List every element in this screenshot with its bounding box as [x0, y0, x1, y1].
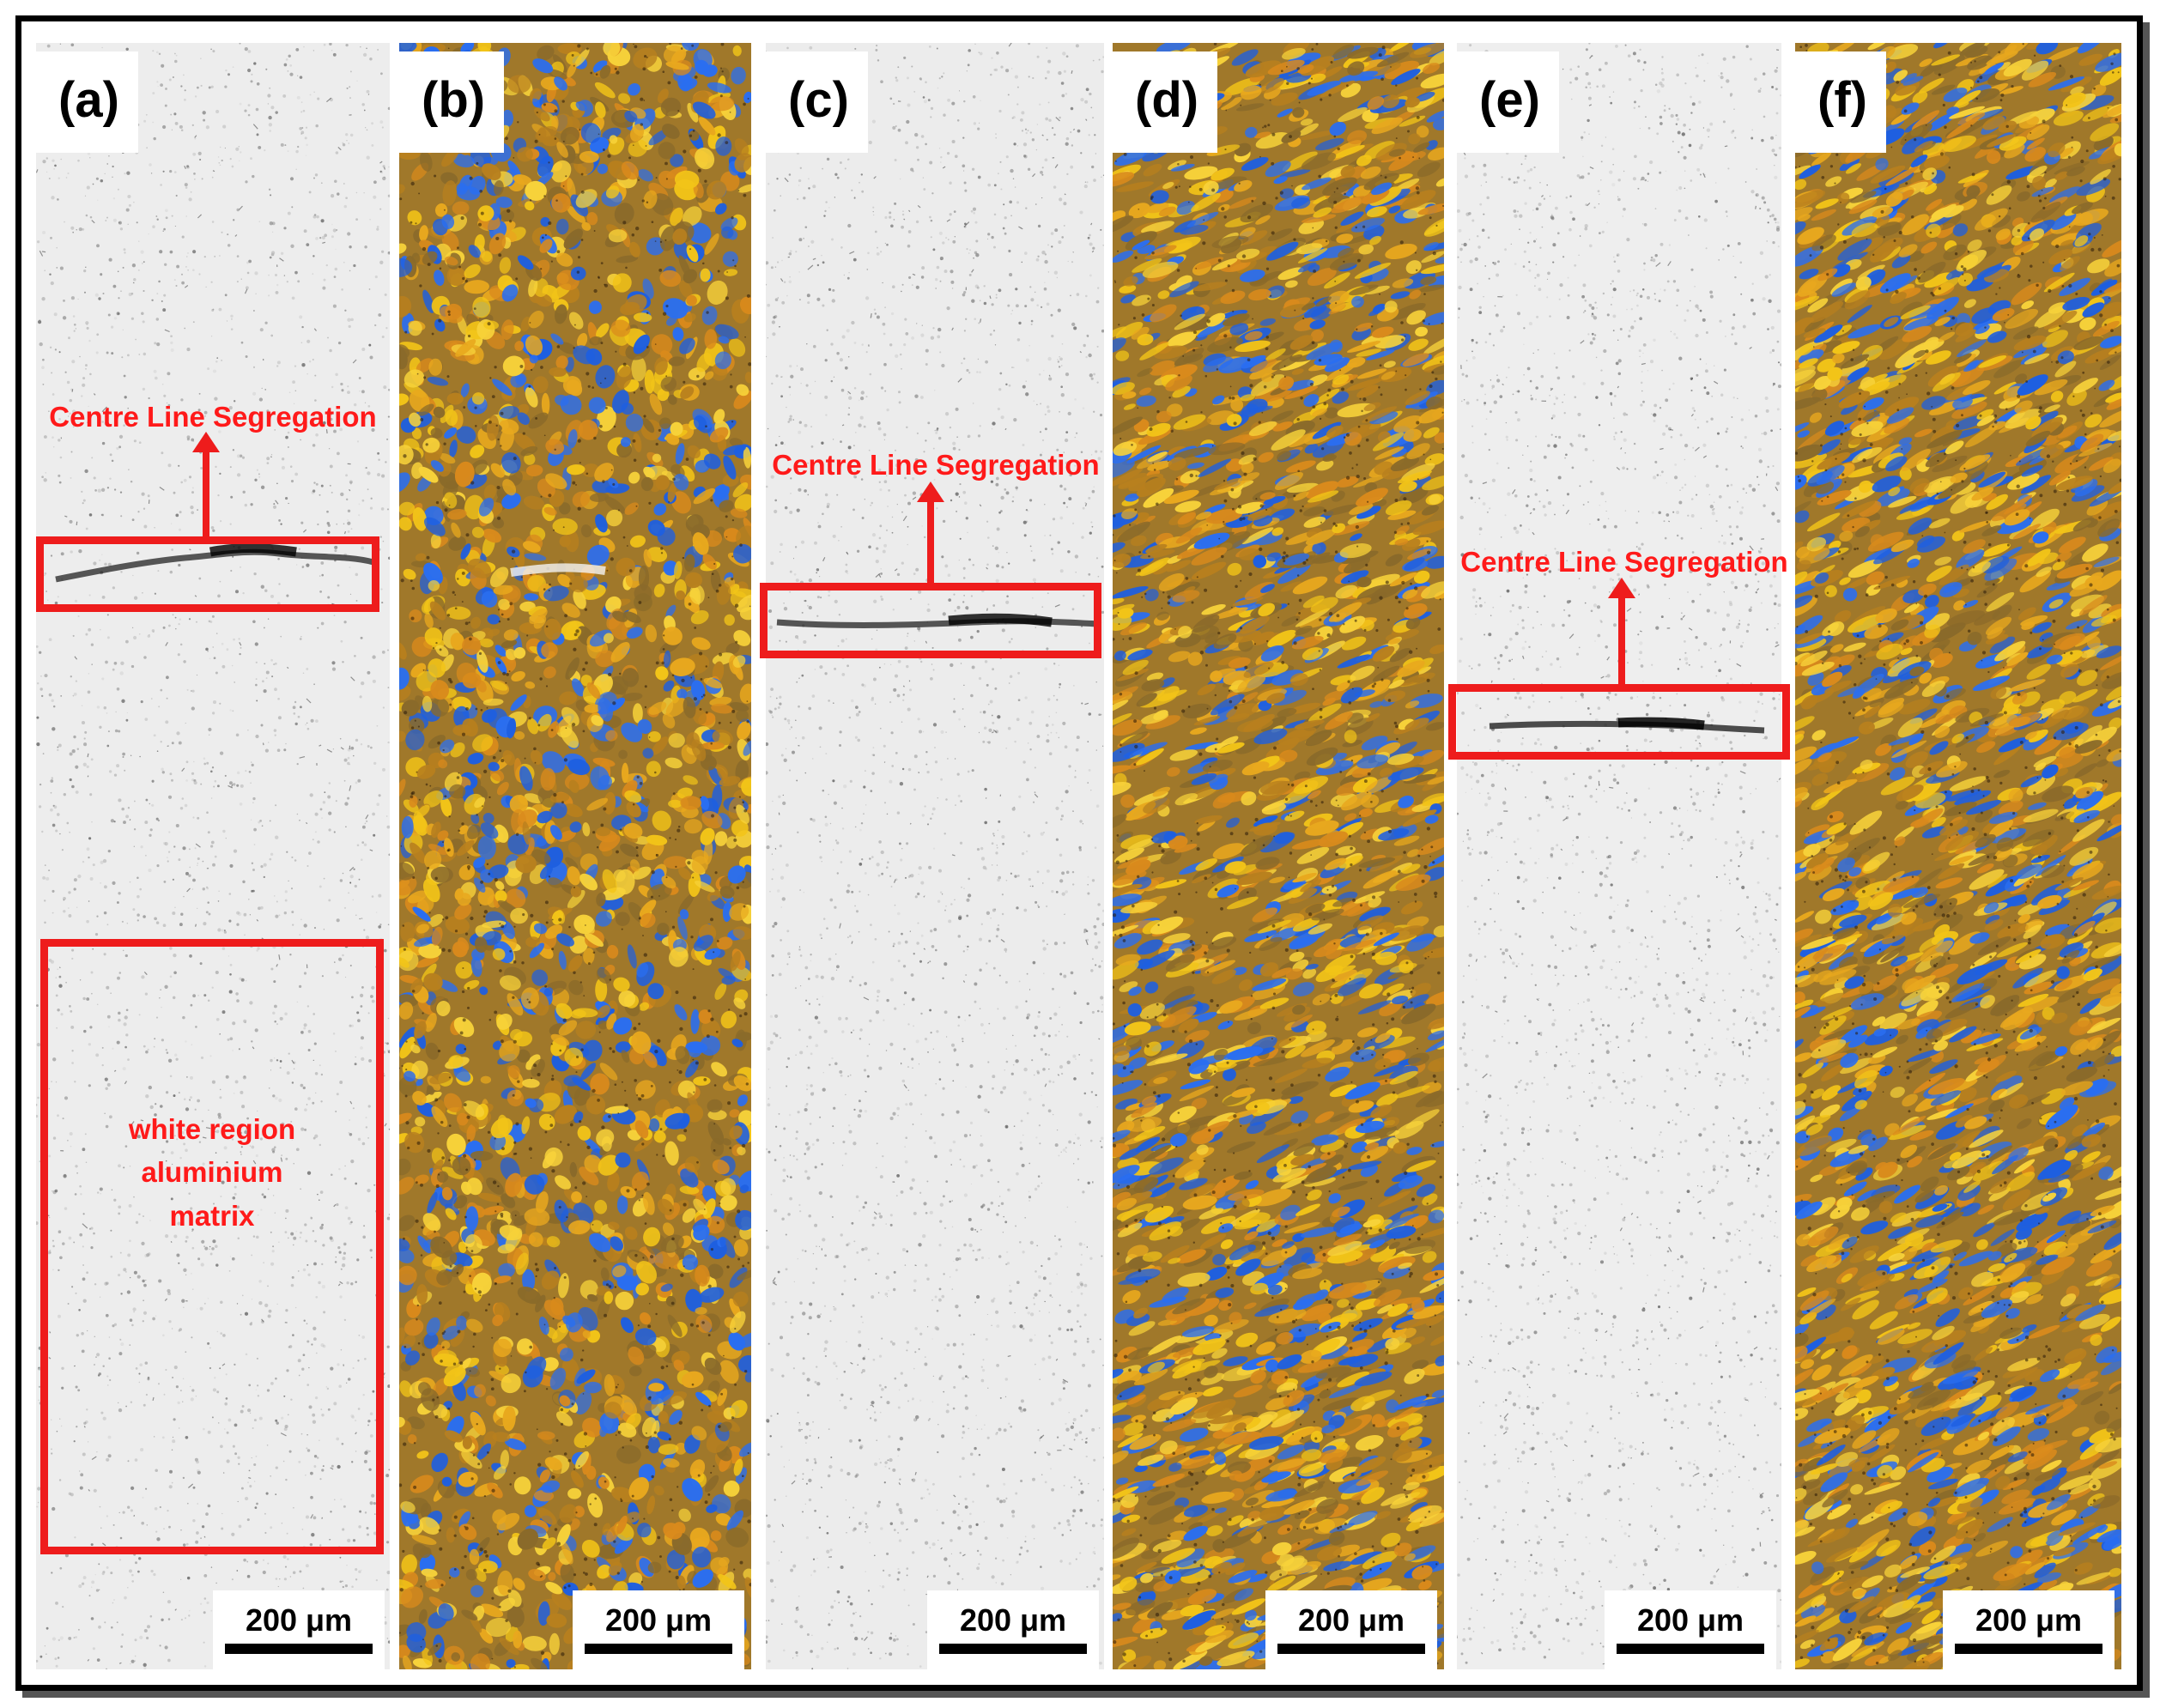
scale-bar-line-e — [1617, 1644, 1764, 1654]
panel-label-a: (a) — [36, 51, 138, 153]
scale-bar-line-a — [225, 1644, 373, 1654]
arrow-shaft-c — [927, 500, 934, 584]
panel-e: (e) 200 μm — [1457, 43, 1781, 1669]
scale-bar-text-f: 200 μm — [1975, 1602, 2083, 1638]
panel-label-e: (e) — [1457, 51, 1559, 153]
arrow-shaft-e — [1618, 597, 1625, 686]
arrow-head-e — [1608, 578, 1635, 598]
micrograph-f — [1795, 43, 2121, 1669]
panel-b: (b) 200 μm — [399, 43, 751, 1669]
micrograph-e — [1457, 43, 1781, 1669]
scale-bar-f: 200 μm — [1943, 1590, 2114, 1669]
matrix-label-line3: matrix — [169, 1200, 255, 1232]
panel-f: (f) 200 μm — [1795, 43, 2121, 1669]
matrix-label-line1: white region — [128, 1113, 296, 1145]
segregation-label-a: Centre Line Segregation — [49, 401, 377, 433]
scale-bar-line-c — [939, 1644, 1087, 1654]
scale-bar-c: 200 μm — [927, 1590, 1099, 1669]
scale-bar-a: 200 μm — [213, 1590, 385, 1669]
micrograph-a — [36, 43, 390, 1669]
matrix-box-a — [40, 939, 384, 1554]
micrograph-b — [399, 43, 751, 1669]
arrow-head-a — [192, 432, 220, 452]
panel-label-d: (d) — [1113, 51, 1218, 153]
scale-bar-line-d — [1277, 1644, 1425, 1654]
scale-bar-b: 200 μm — [573, 1590, 744, 1669]
panel-label-b: (b) — [399, 51, 505, 153]
panel-a: (a) 200 μm — [36, 43, 390, 1669]
scale-bar-text-c: 200 μm — [959, 1602, 1067, 1638]
panel-d: (d) 200 μm — [1113, 43, 1444, 1669]
panel-c: (c) 200 μm — [766, 43, 1104, 1669]
panel-label-c: (c) — [766, 51, 868, 153]
panel-label-f: (f) — [1795, 51, 1886, 153]
scale-bar-text-a: 200 μm — [245, 1602, 353, 1638]
scale-bar-line-b — [585, 1644, 732, 1654]
micrograph-d — [1113, 43, 1444, 1669]
segregation-box-c — [760, 583, 1101, 658]
segregation-label-e: Centre Line Segregation — [1460, 546, 1788, 578]
scale-bar-text-e: 200 μm — [1636, 1602, 1744, 1638]
scale-bar-e: 200 μm — [1605, 1590, 1776, 1669]
micrograph-c — [766, 43, 1104, 1669]
segregation-label-c: Centre Line Segregation — [772, 449, 1100, 481]
scale-bar-text-b: 200 μm — [604, 1602, 713, 1638]
scale-bar-text-d: 200 μm — [1297, 1602, 1405, 1638]
figure-frame: (a) 200 μm (b) 200 μm (c) 200 μm (d) 200… — [15, 15, 2143, 1691]
scale-bar-line-f — [1955, 1644, 2102, 1654]
matrix-label-line2: aluminium — [141, 1156, 283, 1188]
segregation-box-e — [1448, 684, 1790, 760]
arrow-shaft-a — [203, 451, 209, 540]
arrow-head-c — [917, 482, 944, 502]
segregation-box-a — [36, 536, 379, 612]
scale-bar-d: 200 μm — [1265, 1590, 1437, 1669]
